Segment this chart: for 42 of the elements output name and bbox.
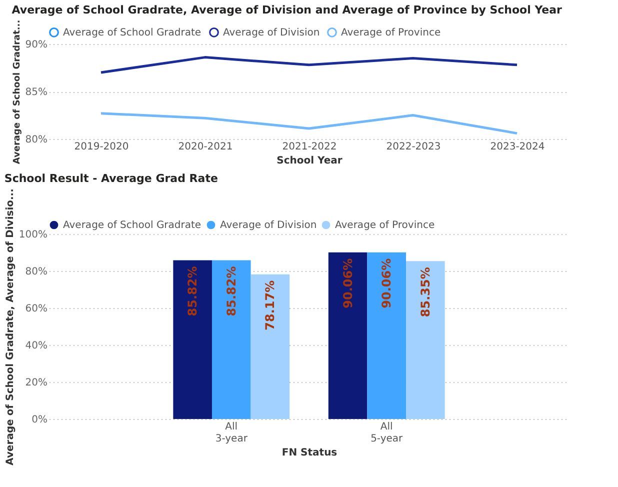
x-tick-label: All 5-year [370,422,404,444]
data-label: 85.35% [418,267,432,318]
legend-label: Average of Division [220,220,317,231]
y-axis-title: Average of School Gradrate, Average of Divisio... [4,188,16,466]
y-tick-label: 0% [32,414,48,426]
x-tick-label: 2020-2021 [178,142,233,152]
data-label: 90.06% [380,258,394,308]
y-tick-label: 90% [25,40,48,50]
data-label: 85.82% [224,266,238,316]
bar [212,260,251,419]
bar [173,260,212,419]
x-tick-label: All 3-year [215,422,248,444]
data-label: 90.06% [340,258,355,308]
legend-label: Average of Province [335,220,435,231]
bar [406,261,445,419]
chart-title: School Result - Average Grad Rate [4,172,218,186]
x-tick-label: 2021-2022 [282,142,337,152]
x-axis-title: School Year [276,156,342,166]
chart-title: Average of School Gradrate, Average of Division and Average of Province by School Year [12,3,563,16]
y-tick-label: 20% [25,378,48,388]
y-tick-label: 80% [25,266,48,278]
bar [328,252,368,419]
x-tick-label: 2023-2024 [490,142,545,152]
bar [250,274,290,419]
line-series [100,112,518,135]
legend-label: Average of Province [341,27,441,38]
y-tick-label: 40% [25,340,48,352]
legend-label: Average of School Gradrate [63,220,202,231]
y-tick-label: 100% [18,230,48,240]
bar [367,252,406,419]
x-axis-title: FN Status [282,448,338,458]
legend-label: Average of Division [223,27,320,38]
data-label: 78.17% [263,280,278,330]
x-tick-label: 2022-2023 [386,142,441,152]
data-label: 85.82% [186,266,200,316]
legend-label: Average of School Gradrate [63,27,202,38]
y-tick-label: 60% [25,304,48,314]
x-tick-label: 2019-2020 [74,142,129,152]
y-tick-label: 80% [25,134,48,146]
y-axis-title: Average of School Gradrat... [12,20,22,164]
y-tick-label: 85% [25,87,48,98]
line-series [100,56,518,74]
